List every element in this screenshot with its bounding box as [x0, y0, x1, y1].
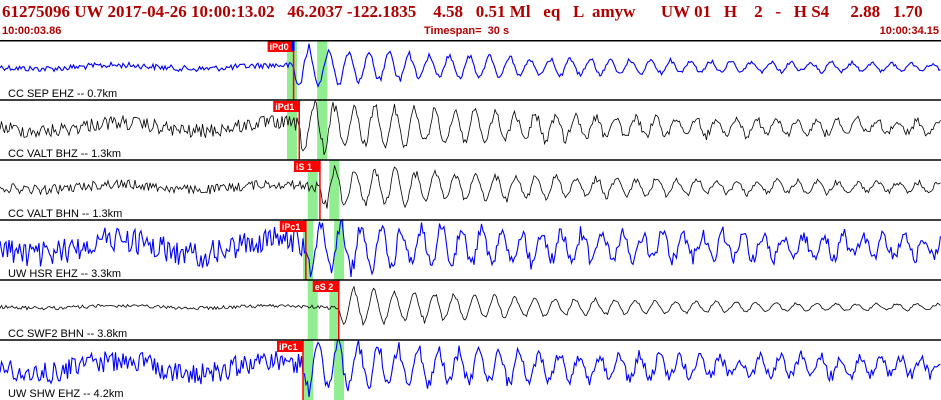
station-label: UW HSR EHZ -- 3.3km [8, 268, 121, 280]
s-window [329, 280, 340, 340]
pick-label: iPc1 [279, 342, 298, 352]
station-label: CC VALT BHN -- 1.3km [8, 208, 122, 220]
trace-row[interactable]: iPc1 UW HSR EHZ -- 3.3km [0, 218, 941, 280]
seismogram-panel[interactable]: iPd0 CC SEP EHZ -- 0.7km iPd1 CC VALT BHZ -… [0, 40, 941, 400]
pick-flag[interactable] [267, 41, 294, 52]
peak-marker [291, 41, 295, 51]
p-window [303, 340, 314, 400]
station-label: CC SEP EHZ -- 0.7km [8, 88, 117, 100]
p-window [307, 280, 318, 340]
timespan: Timespan= 30 s [424, 25, 510, 37]
start-time: 10:00:03.86 [2, 25, 62, 37]
trace-row[interactable]: iPc1 UW SHW EHZ -- 4.2km [0, 339, 941, 400]
p-window [287, 40, 298, 100]
station-label: CC SWF2 BHN -- 3.8km [8, 328, 127, 340]
waveform [0, 285, 941, 326]
s-window [334, 220, 345, 280]
s-window [317, 40, 328, 100]
s-window [317, 100, 328, 160]
trace-row[interactable]: iPd1 CC VALT BHZ -- 1.3km [0, 99, 941, 160]
pick-label: iPd0 [270, 42, 289, 52]
station-label: CC VALT BHZ -- 1.3km [8, 148, 121, 160]
p-window [307, 160, 318, 220]
trace-row[interactable]: iPd0 CC SEP EHZ -- 0.7km [0, 40, 941, 100]
s-window [329, 160, 340, 220]
pick-label: iS 1 [296, 162, 312, 172]
pick-label: iPc1 [282, 222, 301, 232]
p-window [287, 100, 298, 160]
waveform [0, 99, 941, 156]
pick-flag[interactable] [312, 281, 339, 292]
trace-row[interactable]: iS 1 CC VALT BHN -- 1.3km [0, 159, 941, 220]
pick-flag[interactable] [279, 221, 306, 232]
event-header: 61275096 UW 2017-04-26 10:00:13.02 46.20… [0, 0, 941, 40]
station-label: UW SHW EHZ -- 4.2km [8, 388, 124, 400]
pick-flag[interactable] [293, 161, 320, 172]
waveform [0, 218, 941, 278]
waveform [0, 43, 941, 88]
waveform [0, 339, 941, 398]
pick-label: iPd1 [275, 102, 294, 112]
s-window [334, 340, 345, 400]
seismogram-traces[interactable]: iPd0 CC SEP EHZ -- 0.7km iPd1 CC VALT BHZ -… [0, 40, 941, 400]
trace-row[interactable]: eS 2 CC SWF2 BHN -- 3.8km [0, 279, 941, 340]
event-summary: 61275096 UW 2017-04-26 10:00:13.02 46.20… [2, 2, 923, 21]
pick-label: eS 2 [315, 282, 334, 292]
end-time: 10:00:34.15 [879, 25, 939, 37]
pick-flag[interactable] [273, 101, 300, 112]
pick-flag[interactable] [277, 341, 304, 352]
waveform [0, 165, 941, 209]
p-window [303, 220, 314, 280]
